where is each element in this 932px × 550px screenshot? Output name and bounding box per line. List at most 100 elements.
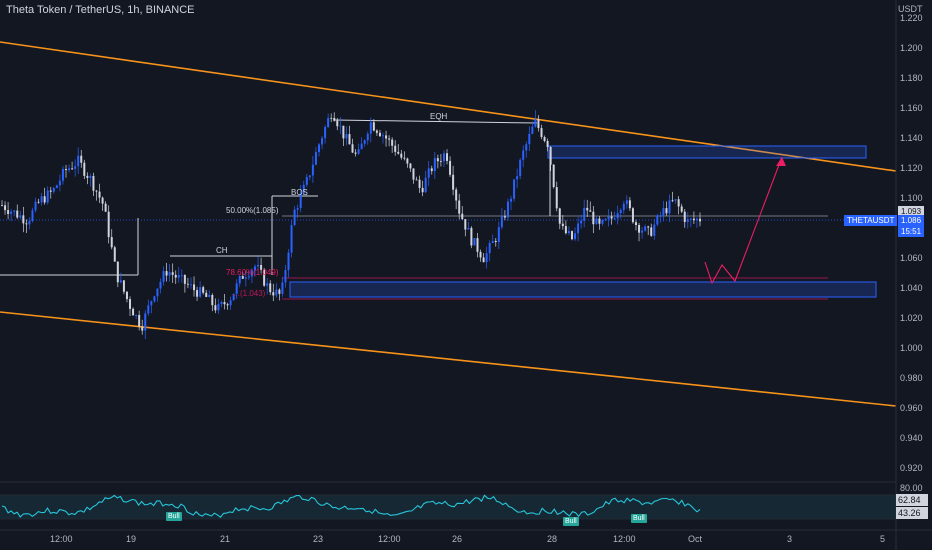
price-tick: 1.040 bbox=[900, 283, 923, 293]
candle-body bbox=[156, 288, 159, 297]
price-tick: 1.180 bbox=[900, 73, 923, 83]
candle-body bbox=[610, 216, 613, 219]
candle-body bbox=[577, 223, 580, 234]
last-price-tag: 1.086 bbox=[898, 215, 925, 226]
candle-body bbox=[695, 218, 698, 221]
candle-body bbox=[193, 284, 196, 291]
rsi-bull-label: Bull bbox=[631, 514, 647, 523]
candle-body bbox=[503, 216, 506, 218]
candle-body bbox=[595, 218, 598, 225]
candle-body bbox=[52, 187, 55, 192]
candle-body bbox=[138, 314, 141, 327]
rsi-value-tag: 62.84 bbox=[896, 494, 928, 506]
candle-body bbox=[4, 205, 7, 211]
candle-body bbox=[235, 283, 238, 294]
candle-body bbox=[238, 276, 241, 284]
candle-body bbox=[650, 227, 653, 236]
candle-body bbox=[150, 301, 153, 306]
candle-body bbox=[229, 300, 232, 306]
price-tick: 1.160 bbox=[900, 103, 923, 113]
candle-body bbox=[162, 271, 165, 282]
level-price-tag: 1.093 bbox=[898, 206, 925, 217]
demand-zone bbox=[289, 281, 877, 298]
rsi-bull-label: Bull bbox=[563, 517, 579, 526]
candle-body bbox=[625, 200, 628, 204]
fib-786-label: 78.60%(1.049) bbox=[226, 268, 279, 277]
candle-body bbox=[272, 292, 275, 296]
price-tick: 1.200 bbox=[900, 43, 923, 53]
price-axis[interactable]: 1.220 1.200 1.180 1.160 1.140 1.120 1.10… bbox=[896, 0, 932, 530]
candle-body bbox=[168, 272, 171, 276]
candle-body bbox=[125, 291, 128, 300]
candle-body bbox=[74, 166, 77, 169]
candle-body bbox=[296, 208, 299, 210]
time-tick: 5 bbox=[880, 534, 886, 544]
candle-body bbox=[531, 126, 534, 134]
candle-body bbox=[631, 208, 634, 223]
candle-body bbox=[189, 284, 192, 286]
candle-body bbox=[80, 155, 83, 163]
candle-body bbox=[101, 197, 104, 204]
candle-body bbox=[314, 152, 317, 165]
candle-body bbox=[199, 287, 202, 297]
candle-body bbox=[634, 222, 637, 225]
candle-body bbox=[638, 224, 641, 233]
price-tick: 1.100 bbox=[900, 193, 923, 203]
candle-body bbox=[263, 269, 266, 286]
candle-body bbox=[205, 292, 208, 297]
price-tick: 0.920 bbox=[900, 463, 923, 473]
candle-body bbox=[250, 270, 253, 277]
candle-body bbox=[183, 274, 186, 284]
price-tick: 1.020 bbox=[900, 313, 923, 323]
candle-body bbox=[442, 153, 445, 162]
candle-body bbox=[479, 251, 482, 258]
candle-body bbox=[619, 209, 622, 214]
candles-group bbox=[1, 110, 701, 340]
candle-body bbox=[165, 271, 168, 276]
countdown-tag: 15:51 bbox=[898, 226, 925, 237]
time-tick: 26 bbox=[452, 534, 463, 544]
candle-body bbox=[144, 313, 147, 331]
candle-body bbox=[406, 158, 409, 164]
candle-body bbox=[217, 304, 220, 311]
candle-body bbox=[369, 122, 372, 134]
candle-body bbox=[458, 200, 461, 214]
candle-body bbox=[683, 211, 686, 222]
candle-body bbox=[275, 289, 278, 296]
candle-body bbox=[558, 208, 561, 224]
candle-body bbox=[491, 241, 494, 244]
candle-body bbox=[403, 157, 406, 159]
candle-body bbox=[607, 216, 610, 220]
candle-body bbox=[500, 216, 503, 228]
candle-body bbox=[174, 274, 177, 278]
candle-body bbox=[129, 299, 132, 309]
candle-body bbox=[671, 200, 674, 202]
candle-body bbox=[586, 207, 589, 211]
candle-body bbox=[677, 199, 680, 207]
candle-body bbox=[290, 225, 293, 253]
fib-50-label: 50.00%(1.085) bbox=[226, 206, 279, 215]
candle-body bbox=[613, 218, 616, 220]
candle-body bbox=[281, 282, 284, 294]
candle-body bbox=[430, 168, 433, 172]
symbol-tag: THETAUSDT bbox=[844, 215, 898, 226]
candle-body bbox=[692, 218, 695, 221]
candle-body bbox=[622, 203, 625, 210]
candle-body bbox=[232, 293, 235, 301]
candle-body bbox=[135, 314, 138, 316]
candle-body bbox=[604, 219, 607, 221]
candle-body bbox=[153, 296, 156, 302]
candle-body bbox=[83, 162, 86, 176]
candle-body bbox=[686, 219, 689, 222]
candle-body bbox=[95, 190, 98, 192]
rsi-bull-label: Bull bbox=[166, 512, 182, 521]
candle-body bbox=[253, 266, 256, 271]
rsi-upper-level: 80.00 bbox=[900, 483, 923, 493]
candle-body bbox=[424, 177, 427, 193]
candle-body bbox=[699, 218, 701, 222]
candle-body bbox=[689, 218, 692, 220]
candle-body bbox=[494, 241, 497, 243]
candle-body bbox=[7, 210, 10, 214]
candle-body bbox=[360, 143, 363, 150]
